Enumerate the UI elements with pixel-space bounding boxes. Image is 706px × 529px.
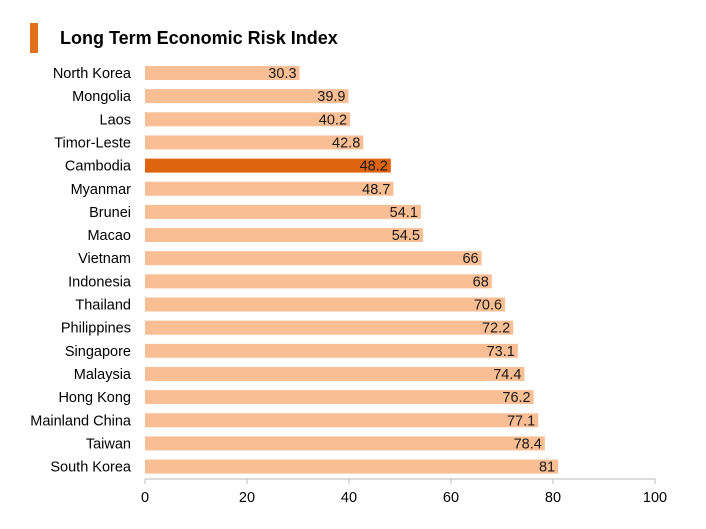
bar-indonesia [145,274,492,289]
bar-taiwan [145,436,545,451]
category-label-brunei: Brunei [89,205,131,221]
bar-mongolia [145,89,349,104]
bar-hong-kong [145,390,534,405]
category-label-hong-kong: Hong Kong [58,390,131,406]
value-label-timor-leste: 42.8 [332,135,360,151]
value-label-malaysia: 74.4 [493,367,521,383]
category-label-mainland-china: Mainland China [30,413,132,429]
category-label-malaysia: Malaysia [74,367,132,383]
value-label-myanmar: 48.7 [362,182,390,198]
category-label-thailand: Thailand [75,298,131,314]
category-label-indonesia: Indonesia [68,274,132,290]
category-label-taiwan: Taiwan [86,436,131,452]
category-label-philippines: Philippines [61,321,131,337]
value-label-vietnam: 66 [462,251,478,267]
bar-macao [145,228,423,243]
x-tick-label-100: 100 [643,490,667,506]
value-label-mongolia: 39.9 [317,89,345,105]
bar-myanmar [145,181,394,196]
bar-vietnam [145,251,482,266]
x-tick-label-80: 80 [545,490,561,506]
bar-singapore [145,343,518,358]
value-label-philippines: 72.2 [482,321,510,337]
category-label-cambodia: Cambodia [65,159,132,175]
x-tick-label-60: 60 [443,490,459,506]
bar-malaysia [145,366,525,381]
category-label-laos: Laos [100,112,131,128]
value-label-singapore: 73.1 [487,344,515,360]
value-label-thailand: 70.6 [474,298,502,314]
category-label-north-korea: North Korea [53,66,132,82]
category-label-mongolia: Mongolia [72,89,132,105]
bar-south-korea [145,459,559,474]
category-label-vietnam: Vietnam [78,251,131,267]
value-label-north-korea: 30.3 [268,66,296,82]
bar-philippines [145,320,514,335]
value-label-cambodia: 48.2 [360,159,388,175]
category-label-south-korea: South Korea [50,460,132,476]
value-label-hong-kong: 76.2 [502,390,530,406]
bar-mainland-china [145,413,539,428]
bar-north-korea [145,66,300,80]
value-label-brunei: 54.1 [390,205,418,221]
value-label-mainland-china: 77.1 [507,413,535,429]
bar-brunei [145,204,421,219]
value-label-laos: 40.2 [319,112,347,128]
value-label-indonesia: 68 [473,274,489,290]
category-label-myanmar: Myanmar [71,182,132,198]
value-label-taiwan: 78.4 [514,436,542,452]
bar-laos [145,112,351,127]
value-label-south-korea: 81 [539,460,555,476]
chart-title-block: Long Term Economic Risk Index [30,23,338,53]
category-label-timor-leste: Timor-Leste [54,135,131,151]
bar-timor-leste [145,135,364,150]
title-marker [30,23,38,53]
bar-cambodia [145,158,391,173]
value-label-macao: 54.5 [392,228,420,244]
bar-thailand [145,297,506,312]
x-tick-label-0: 0 [141,490,149,506]
category-label-singapore: Singapore [65,344,131,360]
x-tick-label-40: 40 [341,490,357,506]
category-label-macao: Macao [87,228,131,244]
chart-title: Long Term Economic Risk Index [60,27,338,48]
x-tick-label-20: 20 [239,490,255,506]
